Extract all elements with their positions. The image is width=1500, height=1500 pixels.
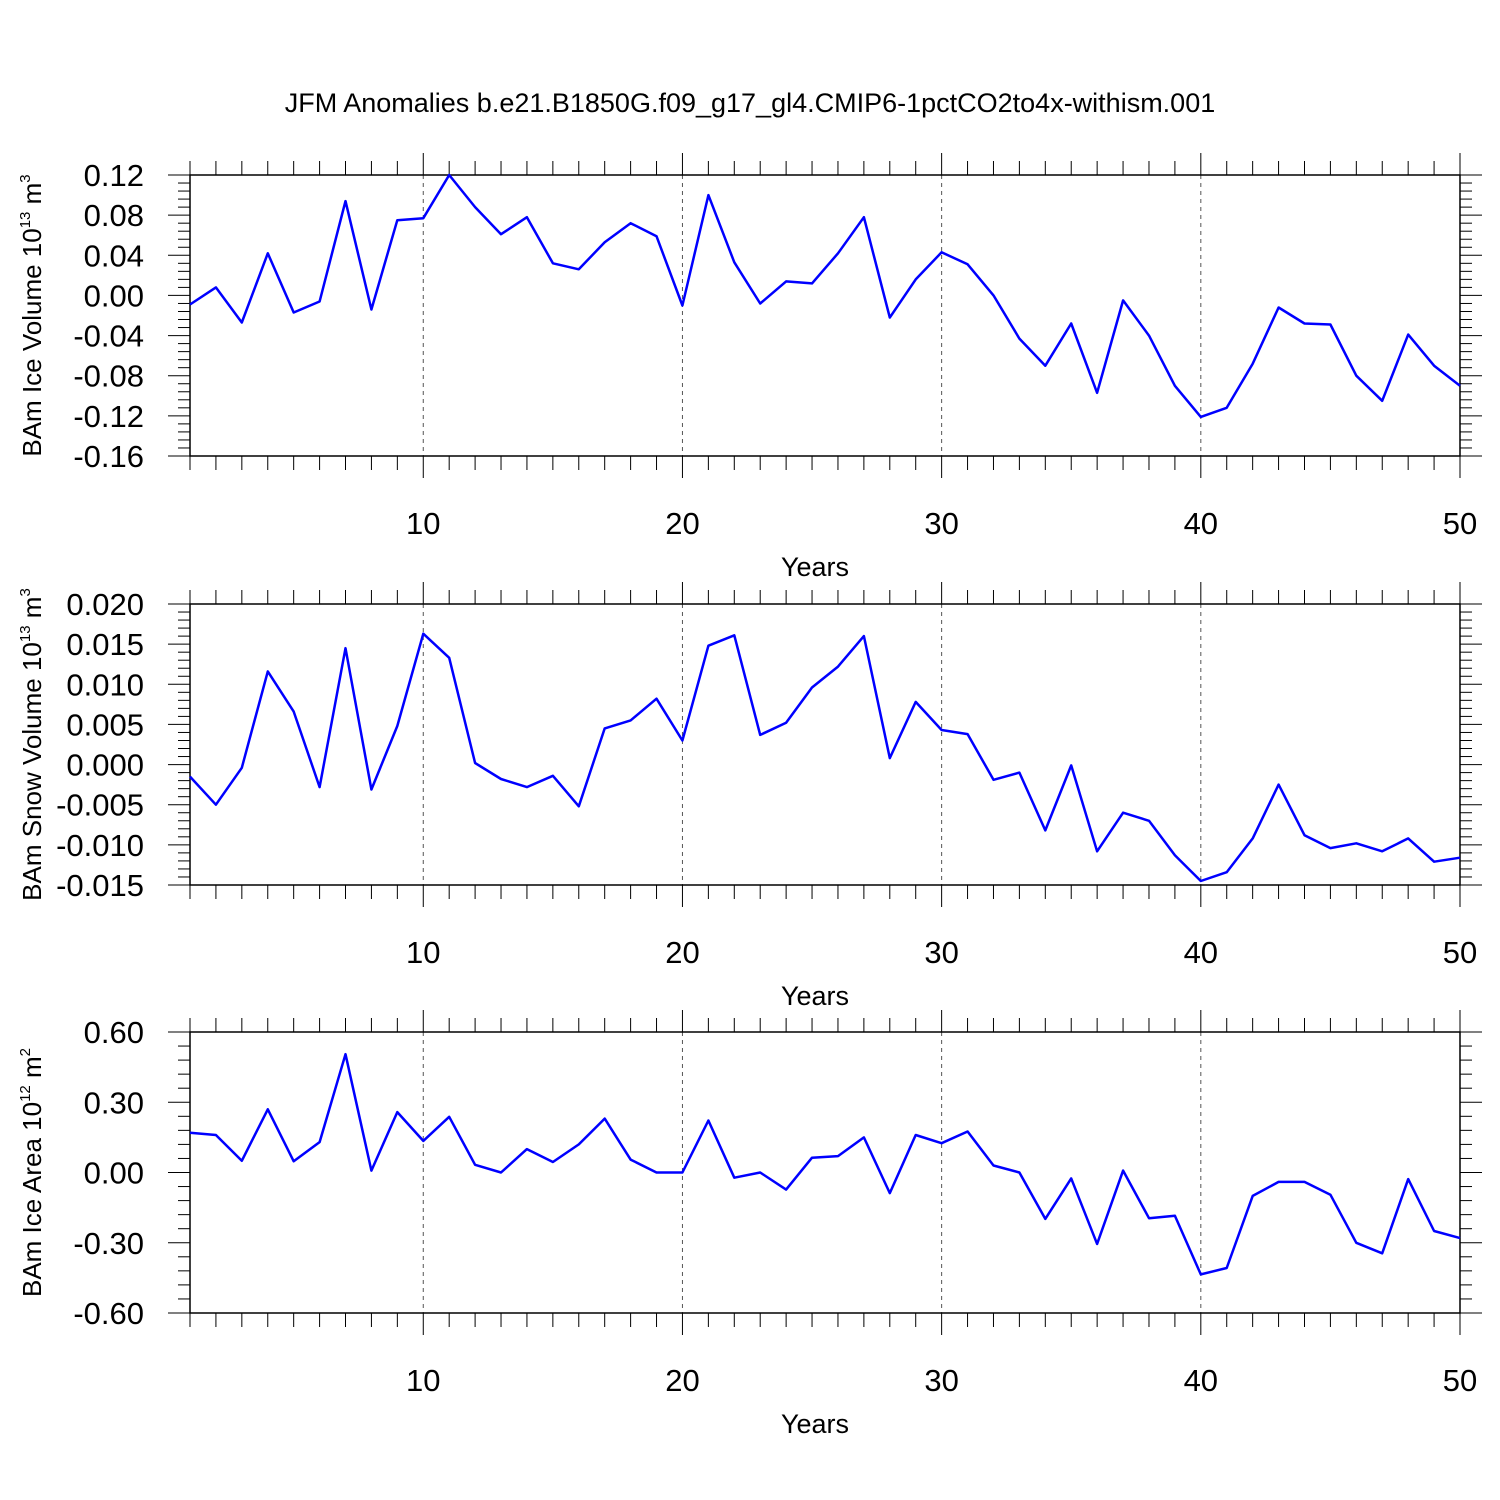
y-tick-label: 0.000 [66, 748, 144, 783]
series-line [189, 173, 1461, 419]
y-axis-label: BAm Ice Volume 1013 m3 [17, 174, 47, 456]
x-tick-label: 30 [924, 1363, 958, 1398]
y-tick-label: 0.60 [84, 1015, 144, 1050]
y-axis-label: BAm Ice Area 1012 m2 [17, 1048, 47, 1297]
x-tick-label: 30 [924, 935, 958, 970]
x-tick-label: 50 [1443, 935, 1477, 970]
y-tick-label: -0.04 [73, 319, 144, 354]
x-tick-label: 30 [924, 506, 958, 541]
y-tick-label: 0.020 [66, 587, 144, 622]
y-tick-label: -0.60 [73, 1296, 144, 1331]
plot-frame [189, 1031, 1461, 1314]
x-tick-label: 40 [1184, 506, 1218, 541]
x-tick-label: 20 [665, 506, 699, 541]
y-tick-label: 0.015 [66, 627, 144, 662]
series-line [189, 1052, 1461, 1276]
x-tick-label: 10 [406, 1363, 440, 1398]
y-tick-label: 0.08 [84, 198, 144, 233]
y-tick-label: -0.015 [56, 868, 144, 903]
x-tick-label: 20 [665, 935, 699, 970]
x-axis-label: Years [781, 1409, 849, 1439]
y-tick-label: -0.30 [73, 1226, 144, 1261]
x-tick-label: 50 [1443, 506, 1477, 541]
x-tick-label: 40 [1184, 935, 1218, 970]
series-line [189, 632, 1461, 883]
y-tick-label: 0.005 [66, 707, 144, 742]
y-tick-label: 0.00 [84, 1156, 144, 1191]
panel-ice-area: 0.60 0.30 0.00 -0.30 -0.60 10 20 30 40 50 Years BAm… [17, 1010, 1482, 1439]
x-tick-label: 10 [406, 506, 440, 541]
x-tick-label: 20 [665, 1363, 699, 1398]
x-tick-label: 10 [406, 935, 440, 970]
x-tick-label: 50 [1443, 1363, 1477, 1398]
y-tick-label: -0.005 [56, 788, 144, 823]
plot-frame [189, 603, 1461, 886]
chart-title: JFM Anomalies b.e21.B1850G.f09_g17_gl4.C… [285, 88, 1216, 118]
y-tick-label: -0.16 [73, 439, 144, 474]
x-axis-label: Years [781, 552, 849, 582]
y-tick-label: 0.010 [66, 667, 144, 702]
y-tick-label: 0.12 [84, 158, 144, 193]
y-tick-label: 0.00 [84, 278, 144, 313]
y-tick-label: -0.08 [73, 359, 144, 394]
panel-snow-volume: 0.020 0.015 0.010 0.005 0.000 -0.005 -0.010 -0.… [17, 582, 1482, 1011]
y-tick-label: 0.30 [84, 1085, 144, 1120]
y-tick-label: -0.12 [73, 399, 144, 434]
y-tick-label: 0.04 [84, 238, 144, 273]
x-tick-label: 40 [1184, 1363, 1218, 1398]
panel-ice-volume: 0.12 0.08 0.04 0.00 -0.04 -0.08 -0.12 -0.16 10 20… [17, 153, 1482, 582]
y-axis-label: BAm Snow Volume 1013 m3 [17, 588, 47, 901]
y-tick-label: -0.010 [56, 828, 144, 863]
x-axis-label: Years [781, 981, 849, 1011]
plot-frame [189, 174, 1461, 457]
